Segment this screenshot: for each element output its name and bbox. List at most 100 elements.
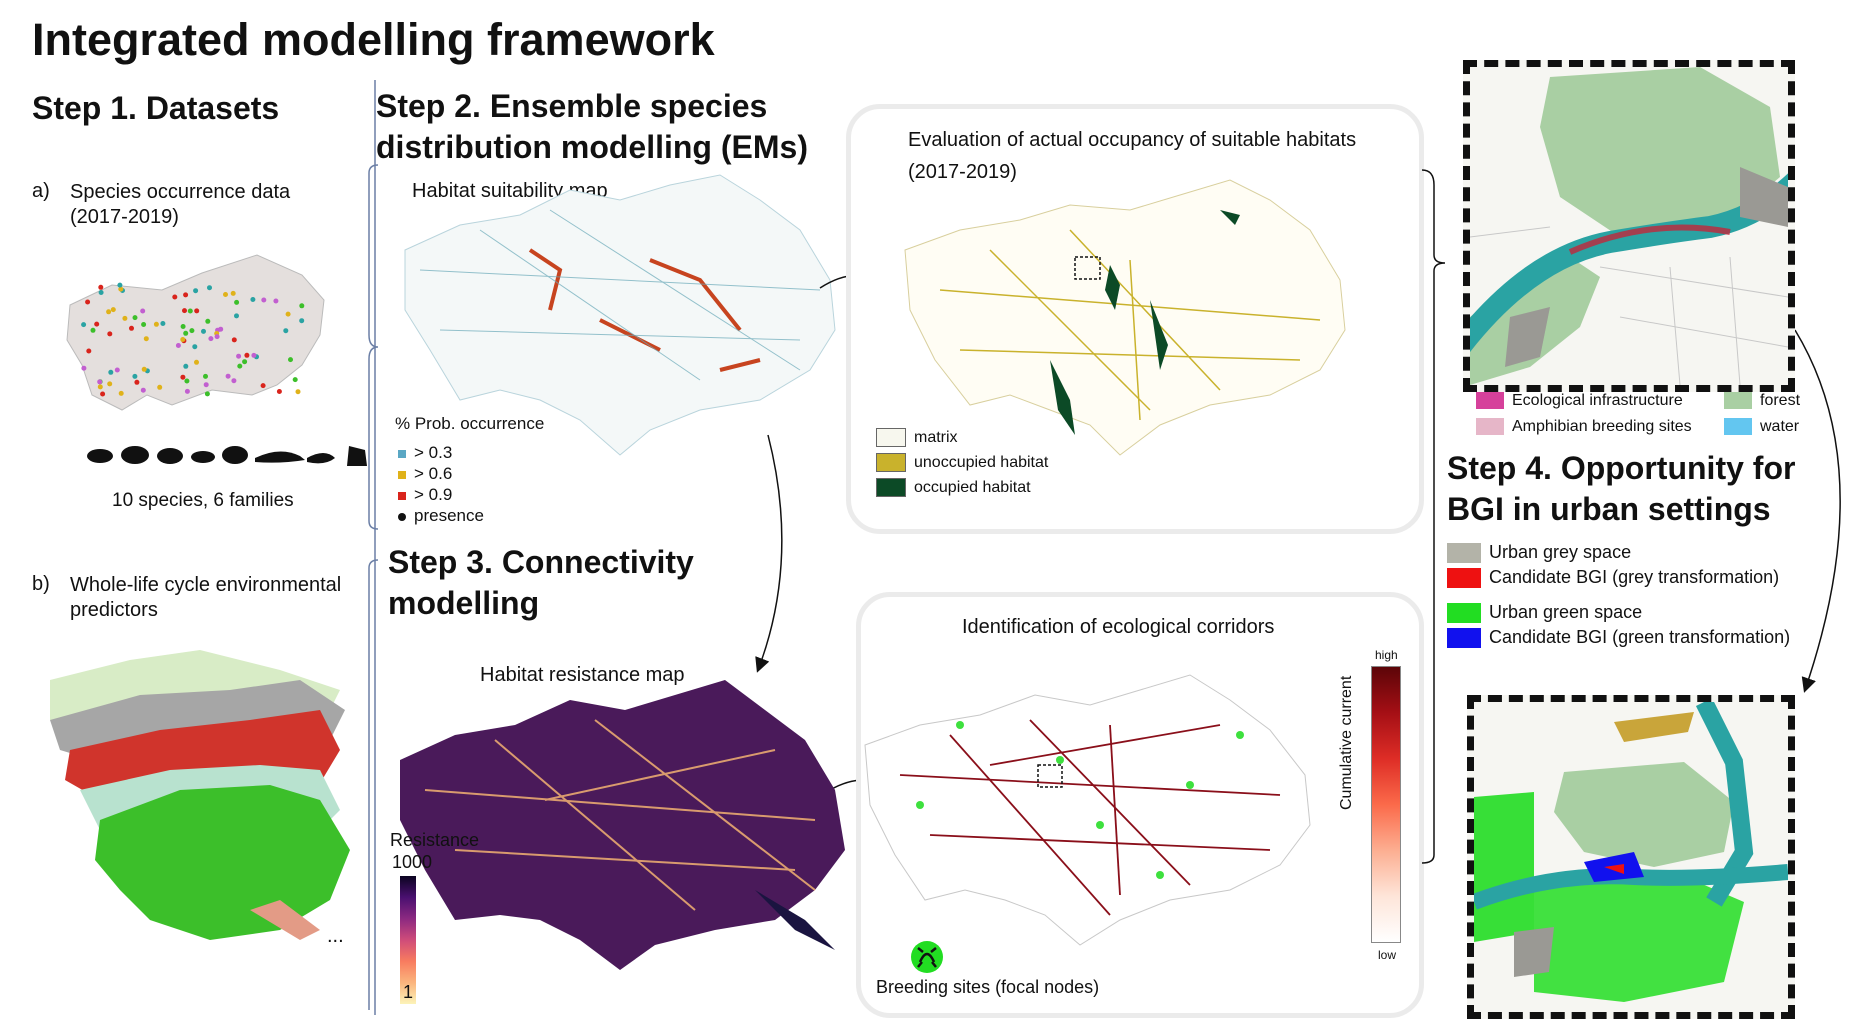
occurrence-dot (106, 309, 112, 315)
legend-label: unoccupied habitat (914, 453, 1049, 471)
top-legend-item: Amphibian breeding sites (1476, 418, 1724, 436)
environmental-predictors-stack (50, 650, 350, 940)
step3-heading: Step 3. Connectivity modelling (388, 542, 694, 624)
step4-legend: Urban grey space Candidate BGI (grey tran… (1447, 542, 1790, 652)
occurrence-dot (276, 389, 282, 394)
occurrence-dot (299, 303, 305, 309)
suitability-legend-item: > 0.6 (398, 463, 544, 484)
occurrence-dot (237, 363, 243, 369)
legend-label: Amphibian breeding sites (1512, 418, 1692, 435)
legend-label: > 0.3 (414, 443, 453, 462)
occurrence-dot (184, 388, 190, 394)
step4-heading-line2: BGI in urban settings (1447, 491, 1771, 527)
corridors-map (864, 674, 1311, 946)
occurrence-dot (132, 373, 138, 379)
occurrence-dot (234, 313, 239, 319)
species-occurrence-map (66, 254, 325, 411)
occurrence-dot (85, 299, 91, 305)
occupancy-title: Evaluation of actual occupancy of suitab… (908, 124, 1356, 188)
suitability-legend-item: presence (398, 505, 544, 526)
occurrence-dot (230, 290, 236, 296)
occupancy-title-line2: (2017-2019) (908, 161, 1017, 183)
occurrence-dot (207, 285, 212, 291)
occurrence-dot (122, 315, 128, 321)
occurrence-dot (117, 282, 123, 288)
occurrence-dot (244, 352, 250, 358)
resistance-max-label: 1000 (392, 852, 433, 872)
suitability-legend-item: > 0.3 (398, 442, 544, 463)
occurrence-dot (218, 326, 224, 332)
occurrence-dot (81, 322, 87, 328)
step1-a-marker: a) (32, 180, 50, 202)
occurrence-dot (225, 373, 231, 379)
step4-heading: Step 4. Opportunity for BGI in urban set… (1447, 448, 1795, 530)
occurrence-dot (180, 337, 186, 342)
legend-label: Ecological infrastructure (1512, 392, 1683, 409)
occurrence-dot (261, 297, 267, 303)
step1-b-label: Whole-life cycle environmental predictor… (70, 573, 341, 623)
occurrence-dot (180, 324, 186, 329)
legend-swatch (1476, 418, 1504, 436)
legend-label: presence (414, 506, 484, 525)
corridors-title: Identification of ecological corridors (962, 616, 1275, 638)
legend-label: > 0.6 (414, 464, 453, 483)
page-title: Integrated modelling framework (32, 14, 715, 65)
occurrence-dot (183, 292, 189, 298)
current-scale-high: high (1375, 648, 1398, 662)
occurrence-dot (295, 389, 301, 395)
occurrence-dot (205, 318, 211, 324)
step1-heading: Step 1. Datasets (32, 90, 280, 126)
step4-bracket (1421, 169, 1446, 864)
occurrence-dot (194, 359, 199, 365)
occurrence-dot (98, 284, 104, 290)
occurrence-dot (134, 379, 140, 385)
legend-swatch (1447, 567, 1481, 588)
occurrence-dot (273, 298, 279, 304)
occurrence-dots (81, 282, 305, 397)
current-scale-low: low (1378, 948, 1397, 962)
legend-swatch (1724, 392, 1752, 410)
step2-heading-line1: Step 2. Ensemble species (376, 88, 768, 124)
step3-heading-line2: modelling (388, 585, 540, 621)
occurrence-dot (114, 367, 120, 373)
urban-map-bottom (1467, 695, 1795, 1019)
occurrence-dot (193, 288, 199, 294)
occurrence-dot (110, 307, 116, 313)
step4-legend-item: Urban grey space (1447, 542, 1790, 563)
habitat-suitability-map (404, 174, 836, 456)
occurrence-dot (172, 294, 178, 300)
occurrence-dot (141, 322, 147, 327)
legend-swatch (398, 512, 406, 521)
occurrence-dot (157, 384, 163, 390)
occurrence-dot (203, 382, 209, 388)
step1-b-marker: b) (32, 573, 50, 595)
breeding-sites-label: Breeding sites (focal nodes) (876, 977, 1100, 997)
habitat-resistance-map (400, 680, 845, 970)
occurrence-dot (208, 336, 214, 342)
step4-legend-item: Candidate BGI (grey transformation) (1447, 567, 1790, 588)
step4-legend-item: Candidate BGI (green transformation) (1447, 627, 1790, 648)
occupancy-legend: matrix unoccupied habitat occupied habitat (876, 428, 1048, 503)
occurrence-dot (107, 381, 113, 387)
occurrence-dot (242, 359, 248, 365)
occurrence-dot (97, 379, 103, 385)
step-separator (374, 80, 376, 1015)
occurrence-dot (141, 366, 147, 372)
legend-swatch (1447, 602, 1481, 623)
occupancy-legend-item: occupied habitat (876, 478, 1048, 497)
step1-a-label-line2: (2017-2019) (70, 206, 179, 228)
occurrence-dot (214, 334, 220, 340)
occurrence-dot (251, 352, 257, 358)
top-legend-item: forest (1724, 392, 1814, 410)
resistance-min-label: 1 (403, 982, 414, 1002)
step1-b-label-line1: Whole-life cycle environmental (70, 574, 342, 596)
occurrence-dot (250, 297, 256, 302)
step1-b-label-line2: predictors (70, 599, 158, 621)
legend-swatch (876, 478, 906, 497)
predictors-ellipsis: ... (327, 925, 344, 947)
suitability-legend-item: > 0.9 (398, 484, 544, 505)
occurrence-dot (118, 286, 124, 292)
breeding-site-icon (911, 941, 943, 973)
suitability-legend: % Prob. occurrence > 0.3 > 0.6 > 0.9 presen… (395, 414, 544, 526)
occurrence-dot (118, 390, 124, 396)
